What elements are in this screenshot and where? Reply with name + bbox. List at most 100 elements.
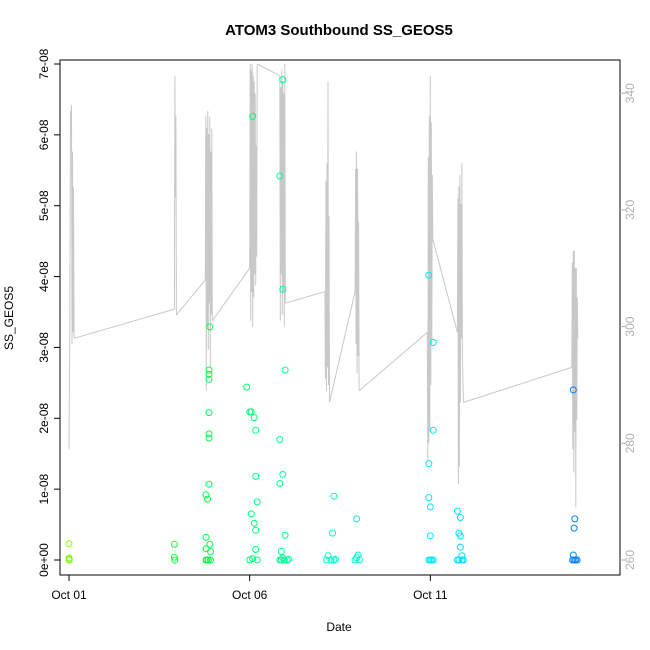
data-point bbox=[205, 409, 213, 417]
line-segment-1 bbox=[73, 308, 175, 339]
line-segment-9 bbox=[285, 291, 326, 304]
data-point bbox=[456, 543, 464, 551]
temperature-lines bbox=[68, 63, 579, 508]
line-segment-4 bbox=[204, 110, 213, 391]
data-point bbox=[202, 533, 210, 541]
line-segment-8 bbox=[279, 63, 286, 327]
line-segment-19 bbox=[571, 250, 579, 508]
data-point bbox=[459, 556, 467, 564]
line-segment-16 bbox=[456, 163, 463, 485]
data-point bbox=[569, 386, 577, 394]
data-point bbox=[253, 556, 261, 564]
data-point bbox=[205, 370, 213, 378]
data-point bbox=[429, 556, 437, 564]
y-tick-label: 0e+00 bbox=[37, 543, 51, 577]
x-tick-label: Oct 06 bbox=[232, 588, 268, 602]
line-segment-2 bbox=[173, 75, 177, 315]
y2-tick-label: 260 bbox=[623, 550, 637, 570]
data-point bbox=[281, 531, 289, 539]
line-segment-6 bbox=[249, 63, 258, 327]
data-point bbox=[571, 515, 579, 523]
data-point bbox=[354, 551, 362, 559]
data-point bbox=[206, 540, 214, 548]
data-point bbox=[243, 383, 251, 391]
data-point bbox=[327, 556, 335, 564]
data-point bbox=[456, 532, 464, 540]
line-segment-5 bbox=[211, 267, 251, 322]
data-point bbox=[279, 76, 287, 84]
data-point bbox=[205, 480, 213, 488]
line-segment-10 bbox=[324, 81, 330, 403]
y2-tick-label: 340 bbox=[623, 83, 637, 103]
data-point bbox=[247, 408, 255, 416]
data-point bbox=[425, 271, 433, 279]
data-point bbox=[276, 172, 284, 180]
data-point bbox=[250, 414, 258, 422]
data-point bbox=[426, 503, 434, 511]
chart-title: ATOM3 Southbound SS_GEOS5 bbox=[225, 22, 453, 39]
y-tick-label: 5e-08 bbox=[37, 190, 51, 221]
line-segment-14 bbox=[426, 75, 434, 461]
line-segment-0 bbox=[68, 104, 75, 450]
data-point bbox=[252, 526, 260, 534]
data-point bbox=[276, 436, 284, 443]
y2-tick-label: 300 bbox=[623, 316, 637, 336]
line-segment-7 bbox=[256, 63, 281, 77]
data-point bbox=[356, 556, 364, 564]
data-point bbox=[249, 112, 257, 120]
data-point bbox=[279, 285, 287, 293]
data-point bbox=[205, 375, 213, 383]
y2-tick-label: 280 bbox=[623, 433, 637, 453]
data-point bbox=[353, 515, 361, 523]
x-tick-label: Oct 11 bbox=[413, 588, 448, 602]
data-point bbox=[351, 556, 359, 564]
data-point bbox=[207, 556, 214, 564]
data-point bbox=[65, 555, 73, 563]
data-point bbox=[170, 540, 178, 548]
data-point bbox=[573, 556, 581, 564]
x-axis-label: Date bbox=[326, 620, 352, 634]
data-point bbox=[247, 510, 255, 518]
data-point bbox=[205, 430, 213, 438]
line-segment-17 bbox=[461, 355, 464, 403]
data-point bbox=[205, 366, 213, 374]
line-segment-3 bbox=[176, 279, 206, 316]
data-point bbox=[205, 434, 213, 442]
line-segment-18 bbox=[463, 366, 572, 403]
line-segment-11 bbox=[329, 291, 356, 403]
data-point bbox=[204, 495, 211, 503]
data-point bbox=[280, 556, 288, 564]
data-point bbox=[285, 555, 293, 563]
data-point bbox=[65, 540, 73, 548]
data-point bbox=[204, 556, 212, 564]
line-segment-15 bbox=[432, 238, 458, 333]
data-point bbox=[250, 519, 258, 527]
data-point bbox=[277, 548, 285, 555]
data-point bbox=[453, 507, 461, 515]
y-axis: 0e+00 1e-08 2e-08 3e-08 4e-08 5e-08 6e-08 7e-08 bbox=[37, 48, 60, 577]
data-point bbox=[456, 514, 464, 521]
data-point bbox=[281, 366, 289, 374]
y2-tick-label: 320 bbox=[623, 200, 637, 220]
y-tick-label: 3e-08 bbox=[37, 332, 51, 363]
data-point bbox=[253, 498, 261, 506]
data-point bbox=[429, 426, 437, 434]
line-segment-13 bbox=[358, 332, 428, 392]
data-point bbox=[276, 480, 284, 487]
data-point bbox=[429, 339, 437, 346]
data-point bbox=[455, 556, 463, 564]
data-point bbox=[329, 529, 336, 537]
x-axis: Oct 01 Oct 06 Oct 11 bbox=[51, 575, 448, 602]
x-tick-label: Oct 01 bbox=[51, 588, 87, 602]
scatter-points bbox=[65, 76, 581, 564]
data-point bbox=[252, 472, 260, 480]
data-point bbox=[426, 532, 434, 540]
data-point bbox=[252, 426, 260, 434]
plot-frame bbox=[59, 59, 621, 576]
data-point bbox=[330, 492, 338, 500]
data-point bbox=[171, 556, 179, 564]
y2-axis: 260 280 300 320 340 bbox=[620, 83, 637, 570]
y-axis-label: SS_GEOS5 bbox=[2, 286, 16, 350]
data-point bbox=[207, 548, 214, 555]
data-point bbox=[323, 556, 330, 564]
